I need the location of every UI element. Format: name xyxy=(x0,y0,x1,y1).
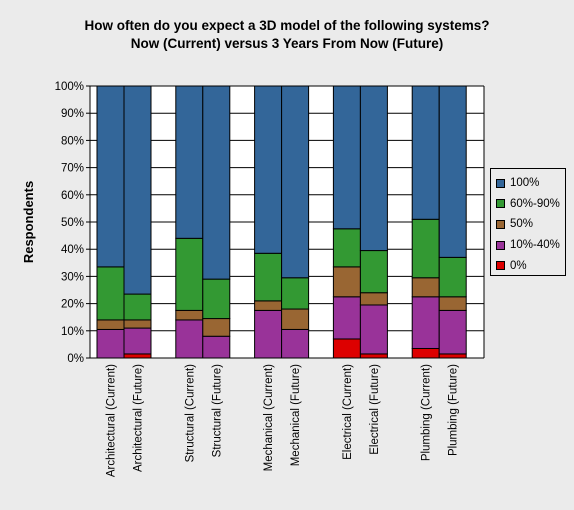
legend-label: 100% xyxy=(510,177,540,190)
bar-segment xyxy=(438,353,467,359)
legend-item: 10%-40% xyxy=(496,235,565,256)
legend-swatch xyxy=(496,240,505,250)
y-tick-label: 90% xyxy=(61,108,84,120)
chart-title-line-2: Now (Current) versus 3 Years From Now (F… xyxy=(130,36,444,51)
plot-area: 0% 10% 20% 30% 40% 50% 60% 70% 80% 90% 100% Archite… xyxy=(55,81,485,477)
bar-segment xyxy=(175,85,204,239)
y-tick-label: 20% xyxy=(61,299,84,311)
y-tick-label: 0% xyxy=(67,353,84,365)
chart-title-line-1: How often do you expect a 3D model of th… xyxy=(84,18,490,33)
y-tick-label: 80% xyxy=(61,135,84,147)
bar-segment xyxy=(281,308,310,330)
bar-segment xyxy=(411,347,440,359)
bar-segment xyxy=(96,319,125,330)
bar-segment xyxy=(123,327,152,355)
bar-segment xyxy=(202,85,231,280)
x-tick-label: Architectural (Current) xyxy=(106,364,118,477)
legend-label: 60%-90% xyxy=(510,197,560,210)
bar-segment xyxy=(359,85,388,252)
bar-segment xyxy=(96,328,125,359)
y-axis-label: Respondents xyxy=(21,181,36,263)
bar-segment xyxy=(96,266,125,321)
bar-segment xyxy=(254,300,283,311)
chart-title: How often do you expect a 3D model of th… xyxy=(0,17,574,53)
bar-segment xyxy=(438,85,467,258)
bar-segment xyxy=(332,228,361,268)
y-tick-label: 30% xyxy=(61,271,84,283)
x-tick-label: Electrical (Current) xyxy=(342,364,354,460)
bar-segment xyxy=(411,85,440,220)
bar-segment xyxy=(175,237,204,311)
legend-item: 60%-90% xyxy=(496,194,565,215)
legend-item: 50% xyxy=(496,214,565,235)
x-tick-label: Mechanical (Future) xyxy=(290,364,302,466)
bar-segment xyxy=(438,309,467,355)
bar-segment xyxy=(411,218,440,279)
y-tick-label: 60% xyxy=(61,190,84,202)
bar-segment xyxy=(254,252,283,302)
bar-segment xyxy=(332,296,361,340)
legend-label: 10%-40% xyxy=(510,239,560,252)
x-tick-label: Plumbing (Future) xyxy=(448,364,460,456)
bar-segment xyxy=(438,256,467,298)
bar-segment xyxy=(359,250,388,294)
bar-segment xyxy=(123,353,152,359)
bar-segment xyxy=(359,353,388,359)
bar-segment xyxy=(175,309,204,321)
legend-label: 50% xyxy=(510,218,534,231)
y-tick-label: 100% xyxy=(55,81,84,93)
bar-segment xyxy=(254,309,283,359)
bar-segment xyxy=(123,319,152,329)
bar-segment xyxy=(96,85,125,268)
bar-segment xyxy=(411,296,440,349)
legend-swatch xyxy=(496,199,505,209)
bar-segment xyxy=(202,318,231,337)
bar-segment xyxy=(123,85,152,295)
x-tick-label: Structural (Current) xyxy=(184,364,196,463)
legend-label: 0% xyxy=(510,259,527,272)
bar-segment xyxy=(202,278,231,320)
bar-segment xyxy=(411,277,440,298)
bar-segment xyxy=(332,266,361,298)
bar-segment xyxy=(202,335,231,359)
legend: 100% 60%-90% 50% 10%-40% 0% xyxy=(490,168,566,276)
bar-segment xyxy=(438,296,467,311)
bar-segment xyxy=(332,85,361,230)
y-tick-label: 50% xyxy=(61,217,84,229)
x-tick-label: Plumbing (Current) xyxy=(421,364,433,461)
x-tick-label: Architectural (Future) xyxy=(133,364,145,472)
bar-segment xyxy=(359,304,388,355)
y-tick-label: 10% xyxy=(61,326,84,338)
y-tick-label: 70% xyxy=(61,163,84,175)
bar-segment xyxy=(175,319,204,359)
x-tick-label: Mechanical (Current) xyxy=(263,364,275,472)
bar-segment xyxy=(254,85,283,254)
bar-segment xyxy=(281,328,310,359)
x-tick-label: Electrical (Future) xyxy=(369,364,381,455)
bar-segment xyxy=(332,338,361,359)
legend-swatch xyxy=(496,219,505,229)
bar-segment xyxy=(359,292,388,306)
legend-swatch xyxy=(496,178,505,188)
legend-swatch xyxy=(496,261,505,271)
legend-item: 100% xyxy=(496,173,565,194)
bar-segment xyxy=(281,85,310,279)
bar-segment xyxy=(123,293,152,321)
bar-segment xyxy=(281,277,310,310)
y-tick-label: 40% xyxy=(61,244,84,256)
x-tick-label: Structural (Future) xyxy=(211,364,223,457)
legend-item: 0% xyxy=(496,255,565,276)
